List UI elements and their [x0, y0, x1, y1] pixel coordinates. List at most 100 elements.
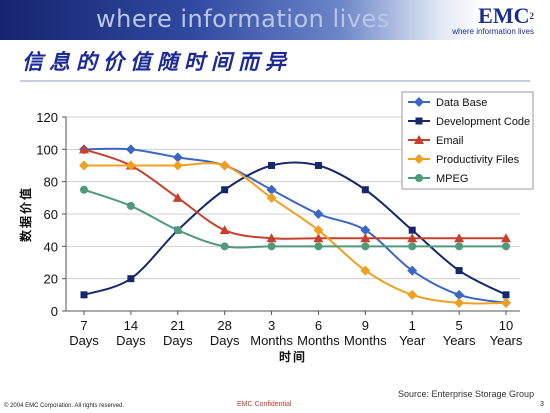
data-point-mpeg: [220, 242, 229, 251]
data-point-productivity-files: [79, 160, 89, 171]
x-tick-label: 3: [268, 318, 275, 333]
series-line-productivity-files: [84, 162, 507, 305]
data-point-data-base: [360, 225, 371, 236]
data-point-mpeg: [173, 226, 182, 235]
x-tick-label-unit: Days: [69, 333, 99, 348]
y-tick-label: 20: [44, 272, 58, 287]
legend-label: Email: [436, 135, 464, 147]
copyright-footer: © 2004 EMC Corporation. All rights reser…: [4, 403, 125, 409]
data-point-data-base: [266, 184, 277, 195]
data-point-data-base: [407, 265, 418, 276]
legend-marker: [414, 154, 424, 164]
x-tick-label: 28: [217, 318, 231, 333]
data-point-email: [407, 233, 418, 243]
data-point-development-code: [221, 186, 229, 194]
page-number: 3: [540, 401, 544, 408]
data-point-development-code: [455, 267, 463, 275]
x-tick-label: 1: [409, 318, 416, 333]
header-tagline: where information lives: [96, 5, 390, 33]
y-tick-label: 0: [51, 304, 58, 319]
data-point-mpeg: [455, 242, 464, 251]
series-line-email: [83, 148, 506, 240]
x-tick-label-unit: Months: [297, 333, 340, 348]
data-point-email: [79, 144, 89, 154]
data-point-email: [172, 192, 183, 202]
legend-item-productivity-files: Productivity Files: [408, 154, 520, 166]
logo-tagline: where information lives: [452, 27, 534, 36]
y-tick-label: 40: [44, 239, 58, 254]
data-point-development-code: [127, 275, 135, 283]
data-point-development-code: [408, 226, 416, 234]
legend-marker: [414, 97, 424, 107]
slide-title: 信息的价值随时间而异: [22, 49, 292, 74]
y-tick-label: 80: [44, 175, 58, 190]
legend-label: Development Code: [436, 116, 530, 128]
x-tick-label-unit: Months: [250, 333, 293, 348]
data-point-productivity-files: [313, 225, 324, 236]
data-point-productivity-files: [125, 160, 136, 171]
legend-label: Productivity Files: [436, 154, 520, 166]
data-point-mpeg: [502, 242, 510, 251]
legend-label: Data Base: [436, 97, 487, 109]
x-tick-label: 10: [499, 318, 513, 333]
header-banner: where information lives: [0, 0, 550, 40]
legend-item-development-code: Development Code: [408, 116, 530, 128]
legend-item-mpeg: MPEG: [408, 173, 468, 185]
x-tick-label-unit: Days: [163, 333, 193, 348]
data-point-mpeg: [80, 185, 88, 194]
logo-sup: 2: [529, 11, 535, 21]
data-point-productivity-files: [407, 289, 418, 300]
confidential-footer: EMC Confidential: [237, 401, 292, 408]
data-point-email: [360, 233, 371, 243]
x-tick-label: 5: [455, 318, 462, 333]
data-point-productivity-files: [454, 297, 465, 308]
series-line-development-code: [83, 161, 507, 296]
data-point-mpeg: [408, 242, 417, 251]
data-point-productivity-files: [360, 265, 371, 276]
logo-text: EMC: [478, 3, 530, 28]
x-tick-label: 14: [124, 318, 138, 333]
logo-mark: EMC2: [452, 5, 534, 27]
y-axis-label: 数据价值: [18, 186, 33, 242]
data-point-development-code: [502, 291, 510, 299]
data-point-mpeg: [267, 242, 276, 251]
data-point-mpeg: [126, 201, 135, 210]
x-tick-label: 21: [171, 318, 185, 333]
series-email: [79, 144, 511, 243]
x-tick-label: 7: [80, 318, 87, 333]
source-note: Source: Enterprise Storage Group: [398, 389, 535, 399]
x-tick-label-unit: Days: [116, 333, 146, 348]
y-tick-label: 60: [44, 207, 58, 222]
data-point-email: [219, 225, 230, 235]
data-point-data-base: [172, 152, 183, 163]
x-tick-label-unit: Days: [210, 333, 240, 348]
data-point-data-base: [313, 209, 324, 219]
x-axis-label: 时间: [279, 349, 307, 364]
data-point-email: [266, 233, 277, 243]
series-line-mpeg: [83, 188, 506, 249]
data-point-productivity-files: [219, 160, 230, 171]
data-point-productivity-files: [501, 297, 511, 308]
data-point-productivity-files: [266, 192, 277, 203]
data-point-development-code: [314, 162, 322, 169]
x-tick-label-unit: Years: [490, 333, 523, 348]
x-tick-label-unit: Months: [344, 333, 387, 348]
chart-axes: 0204060801001207Days14Days21Days28Days3M…: [36, 110, 523, 348]
data-point-email: [454, 233, 465, 243]
data-point-mpeg: [361, 242, 370, 251]
x-tick-label: 9: [362, 318, 369, 333]
data-point-development-code: [361, 186, 369, 194]
x-tick-label: 6: [315, 318, 322, 333]
emc-logo: EMC2 where information lives: [452, 5, 534, 37]
y-tick-label: 120: [36, 110, 58, 125]
legend-item-data-base: Data Base: [408, 97, 487, 109]
legend-item-email: Email: [408, 135, 464, 147]
series-mpeg: [80, 185, 510, 251]
series-productivity-files: [79, 160, 511, 308]
data-point-email: [501, 233, 511, 243]
series-line-data-base: [83, 147, 507, 304]
legend-label: MPEG: [436, 173, 468, 185]
title-divider: [20, 80, 530, 82]
x-tick-label-unit: Years: [443, 333, 476, 348]
